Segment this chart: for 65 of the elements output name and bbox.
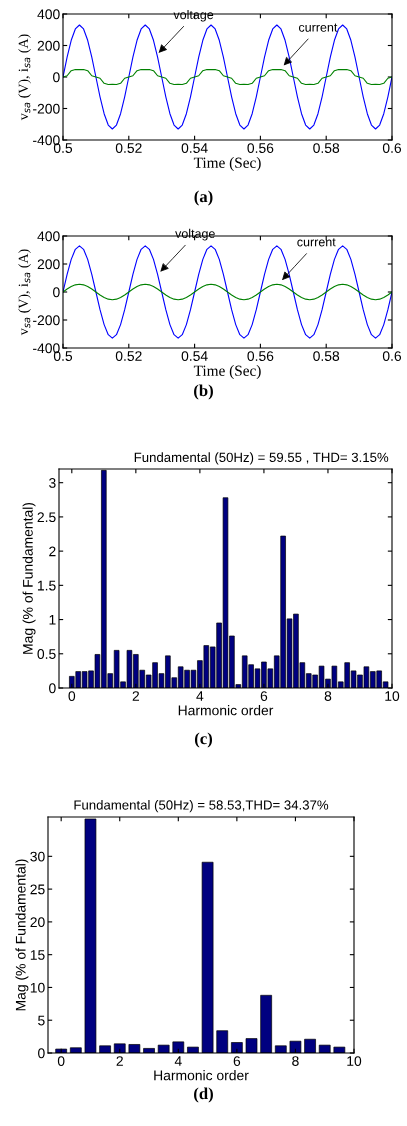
- annotation: current: [297, 238, 336, 247]
- y-tick-label: 3: [49, 478, 56, 488]
- y-tick-label: 200: [37, 259, 60, 270]
- y-tick-label: 0: [49, 683, 56, 694]
- chart-title: Fundamental (50Hz) = 59.55 , THD= 3.15%: [134, 452, 389, 465]
- line-series: [63, 283, 392, 301]
- y-tick-label: 400: [37, 231, 60, 242]
- annotation: current: [298, 23, 338, 32]
- x-tick-label: 0.54: [181, 351, 208, 361]
- x-tick-label: 10: [347, 1056, 362, 1066]
- y-tick-label: 1: [49, 615, 56, 625]
- y-tick-label: -200: [33, 315, 60, 326]
- y-axis-title: Mag (% of Fundamental): [22, 502, 36, 654]
- x-tick-label: 0: [68, 691, 76, 701]
- x-tick-label: 0.56: [247, 143, 274, 153]
- x-tick-label: 0.6: [382, 143, 402, 153]
- text: (d): [194, 1087, 213, 1103]
- x-tick-label: 0.58: [313, 143, 340, 153]
- x-tick-label: 4: [196, 691, 204, 701]
- y-tick-label: 10: [30, 982, 45, 993]
- y-axis-title: v$_{sa}$ (V), i$_{sa}$ (A): [18, 249, 31, 336]
- chart-title: Fundamental (50Hz) = 58.53,THD= 34.37%: [74, 799, 329, 813]
- y-tick-label: 0: [53, 287, 60, 298]
- annotation: voltage: [175, 228, 215, 241]
- text: (a): [194, 190, 213, 206]
- x-tick-label: 10: [385, 691, 400, 701]
- x-tick-label: 2: [116, 1056, 123, 1066]
- x-tick-label: 0.52: [115, 351, 142, 361]
- line-series: [63, 245, 392, 339]
- y-tick-label: 20: [30, 917, 45, 928]
- x-tick-label: 8: [292, 1056, 299, 1066]
- x-tick-label: 2: [132, 691, 140, 701]
- y-tick-label: 0: [38, 1048, 45, 1059]
- y-tick-label: 5: [38, 1015, 45, 1026]
- y-tick-label: 30: [30, 851, 45, 862]
- y-tick-label: 2.5: [37, 512, 56, 523]
- x-axis-title: Harmonic order: [154, 1070, 249, 1081]
- annotation: voltage: [173, 9, 214, 22]
- y-tick-label: -200: [33, 103, 60, 114]
- x-tick-label: 0.54: [181, 143, 208, 153]
- x-tick-label: 6: [260, 691, 268, 701]
- y-tick-label: 200: [37, 40, 60, 51]
- y-axis-title: Mag (% of Fundamental): [15, 859, 29, 1011]
- x-axis-title: Harmonic order: [178, 705, 274, 716]
- x-axis-title: Time (Sec): [193, 365, 261, 379]
- y-tick-label: 15: [30, 950, 45, 960]
- x-tick-label: 0.56: [247, 351, 274, 361]
- x-tick-label: 4: [174, 1056, 182, 1066]
- text: (b): [194, 384, 213, 400]
- x-tick-label: 6: [233, 1056, 241, 1066]
- x-tick-label: 0.6: [382, 351, 402, 361]
- line-series: [63, 24, 392, 130]
- y-tick-label: 2: [49, 546, 56, 557]
- x-tick-label: 0.52: [115, 143, 142, 153]
- x-tick-label: 0.58: [313, 351, 340, 361]
- line-series: [63, 68, 392, 86]
- y-tick-label: 0: [53, 72, 60, 83]
- x-tick-label: 8: [324, 691, 332, 701]
- y-tick-label: 25: [30, 884, 45, 895]
- y-axis-title: v$_{sa}$ (V), i$_{sa}$ (A): [18, 34, 31, 121]
- x-axis-title: Time (Sec): [193, 157, 261, 171]
- y-tick-label: 1.5: [37, 580, 56, 591]
- y-tick-label: 400: [37, 9, 60, 20]
- y-tick-label: 0.5: [37, 649, 56, 659]
- text: (c): [194, 732, 213, 748]
